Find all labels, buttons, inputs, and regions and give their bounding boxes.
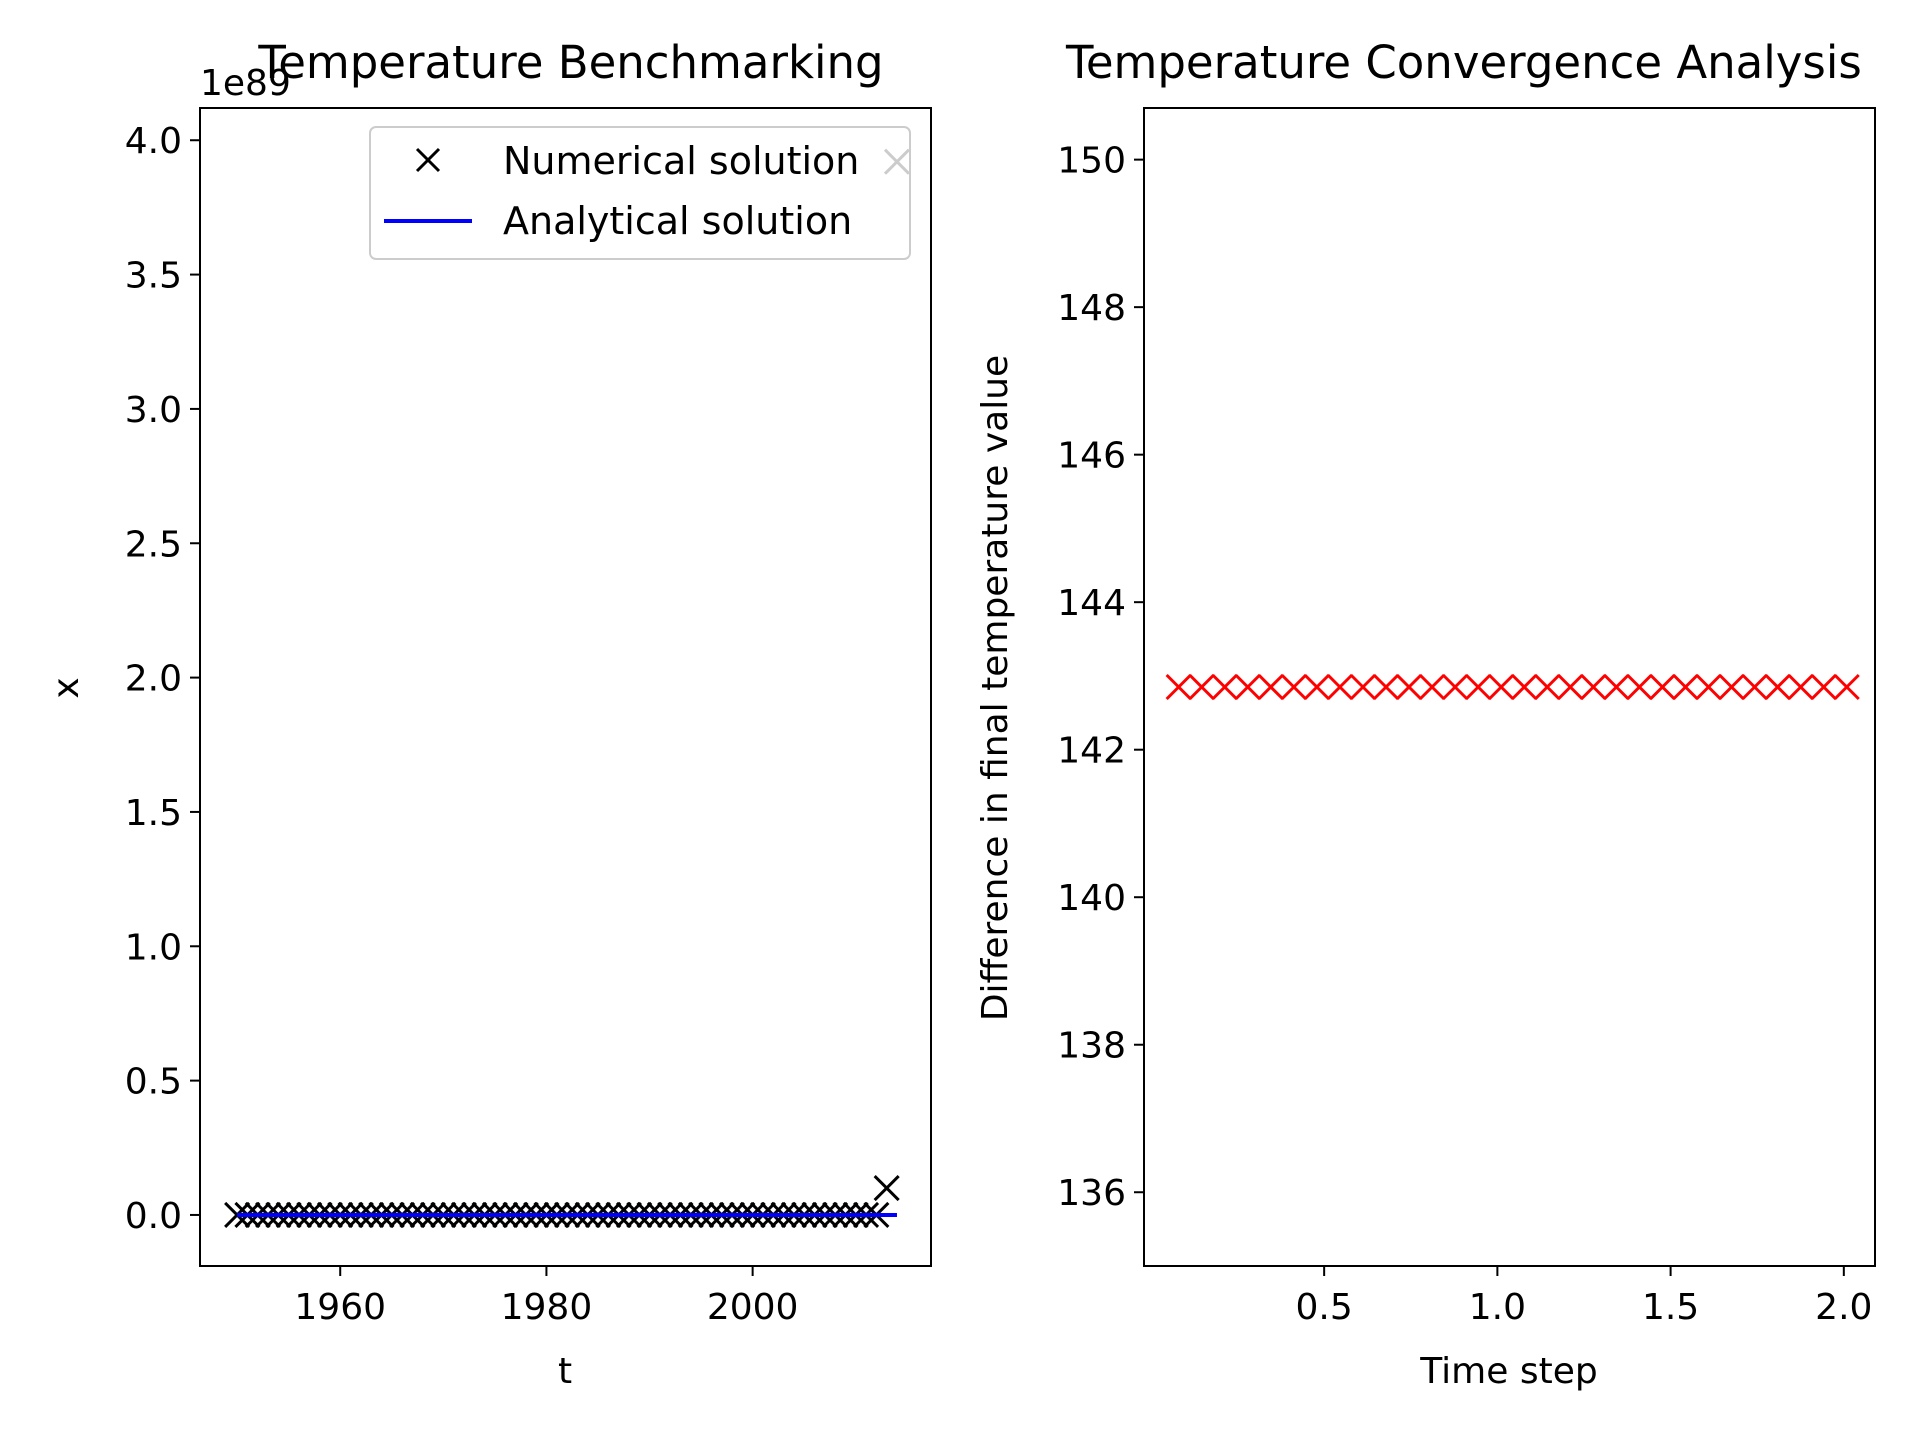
convergence-point bbox=[1718, 673, 1745, 701]
legend-frame bbox=[369, 126, 911, 260]
convergence-y-label: Difference in final temperature value bbox=[975, 355, 1016, 1021]
benchmark-axes-frame bbox=[199, 107, 932, 1267]
convergence-point bbox=[1465, 673, 1492, 701]
convergence-point bbox=[1488, 673, 1515, 701]
convergence-point bbox=[1741, 673, 1768, 701]
convergence-y-ticks: 136 138 140 142 144 146 148 150 bbox=[1057, 141, 1144, 1214]
benchmark-y-tick-label: 1.0 bbox=[125, 927, 182, 968]
benchmark-y-tick-label: 3.0 bbox=[125, 390, 182, 431]
benchmark-plot-area bbox=[224, 148, 911, 1229]
benchmark-x-label: t bbox=[558, 1351, 572, 1392]
convergence-point bbox=[1303, 673, 1330, 701]
convergence-y-tick-label: 146 bbox=[1057, 436, 1126, 477]
benchmark-y-tick-label: 1.5 bbox=[125, 793, 182, 834]
benchmark-y-tick-label: 4.0 bbox=[125, 121, 182, 162]
convergence-y-tick-label: 136 bbox=[1057, 1173, 1126, 1214]
convergence-point bbox=[1372, 673, 1400, 701]
convergence-point bbox=[1626, 673, 1653, 701]
convergence-point bbox=[1833, 673, 1860, 701]
convergence-point bbox=[1534, 673, 1561, 701]
convergence-point bbox=[1188, 673, 1215, 701]
convergence-y-tick-label: 142 bbox=[1057, 731, 1126, 772]
convergence-y-tick-label: 140 bbox=[1057, 878, 1126, 919]
convergence-plot-area bbox=[1165, 673, 1860, 701]
benchmark-offset-label: 1e89 bbox=[200, 63, 291, 104]
convergence-point bbox=[1695, 673, 1722, 701]
benchmark-y-tick-label: 0.5 bbox=[125, 1062, 182, 1103]
legend-label-analytical: Analytical solution bbox=[503, 199, 852, 243]
benchmark-y-ticks: 0.0 0.5 1.0 1.5 2.0 2.5 3.0 3.5 4.0 bbox=[125, 121, 200, 1237]
benchmark-x-tick-label: 2000 bbox=[707, 1287, 799, 1328]
convergence-point bbox=[1511, 673, 1538, 701]
benchmark-title: Temperature Benchmarking bbox=[257, 36, 883, 89]
convergence-x-tick-label: 2.0 bbox=[1815, 1287, 1872, 1328]
convergence-y-tick-label: 148 bbox=[1057, 288, 1126, 329]
benchmark-y-tick-label: 0.0 bbox=[125, 1196, 182, 1237]
convergence-point bbox=[1419, 673, 1446, 701]
convergence-point bbox=[1764, 673, 1791, 701]
convergence-x-ticks: 0.5 1.0 1.5 2.0 bbox=[1296, 1266, 1872, 1328]
legend-cross-marker bbox=[415, 147, 441, 173]
convergence-x-label: Time step bbox=[1419, 1351, 1597, 1392]
convergence-point bbox=[1672, 673, 1699, 701]
convergence-axes-frame bbox=[1143, 107, 1876, 1267]
convergence-point bbox=[1280, 673, 1307, 701]
convergence-point bbox=[1257, 673, 1284, 701]
convergence-y-tick-label: 150 bbox=[1057, 141, 1126, 182]
convergence-point bbox=[1787, 673, 1814, 701]
benchmark-y-label: x bbox=[46, 677, 87, 698]
numerical-solution-point bbox=[873, 1175, 900, 1202]
convergence-title: Temperature Convergence Analysis bbox=[1065, 36, 1862, 89]
convergence-x-tick-label: 0.5 bbox=[1296, 1287, 1353, 1328]
convergence-point bbox=[1234, 673, 1261, 701]
convergence-y-tick-label: 138 bbox=[1057, 1026, 1126, 1067]
convergence-panel: Temperature Convergence Analysis 0.5 1.0 1… bbox=[975, 36, 1876, 1392]
convergence-point bbox=[1580, 673, 1607, 701]
convergence-point bbox=[1442, 673, 1469, 701]
benchmark-x-tick-label: 1960 bbox=[294, 1287, 386, 1328]
convergence-point bbox=[1810, 673, 1837, 701]
benchmark-panel: Temperature Benchmarking 1e89 1960 1980 20… bbox=[46, 36, 932, 1392]
convergence-point bbox=[1165, 673, 1192, 701]
benchmark-y-tick-label: 2.5 bbox=[125, 524, 182, 565]
convergence-point bbox=[1603, 673, 1630, 701]
convergence-point bbox=[1557, 673, 1584, 701]
convergence-point bbox=[1349, 673, 1377, 701]
benchmark-x-ticks: 1960 1980 2000 bbox=[294, 1266, 798, 1328]
convergence-point bbox=[1326, 673, 1353, 701]
convergence-x-tick-label: 1.5 bbox=[1642, 1287, 1699, 1328]
convergence-point bbox=[1211, 673, 1238, 701]
convergence-point bbox=[1649, 673, 1676, 701]
benchmark-x-tick-label: 1980 bbox=[501, 1287, 593, 1328]
convergence-y-tick-label: 144 bbox=[1057, 583, 1126, 624]
convergence-x-tick-label: 1.0 bbox=[1469, 1287, 1526, 1328]
benchmark-legend: Numerical solution Analytical solution bbox=[369, 126, 911, 260]
legend-label-numerical: Numerical solution bbox=[503, 139, 859, 183]
benchmark-y-tick-label: 2.0 bbox=[125, 659, 182, 700]
benchmark-y-tick-label: 3.5 bbox=[125, 256, 182, 297]
convergence-point bbox=[1395, 673, 1423, 701]
